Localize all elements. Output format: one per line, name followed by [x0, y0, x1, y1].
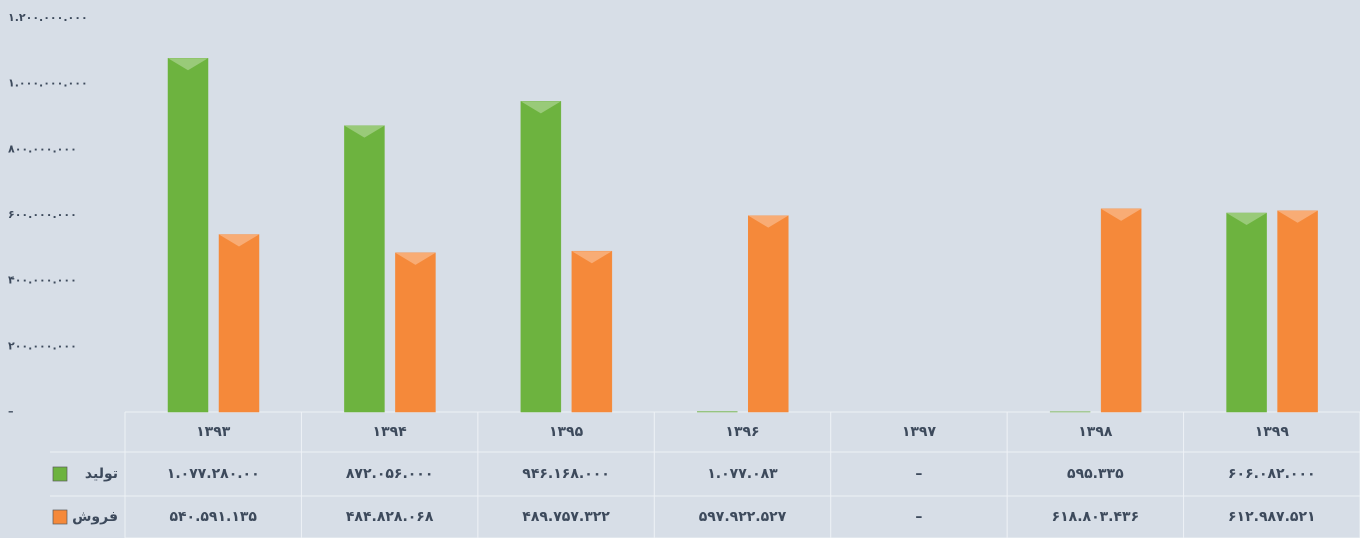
bar-cap [1277, 210, 1318, 223]
bar [344, 125, 385, 413]
x-tick-label: ۱۳۹۹ [1255, 424, 1290, 440]
y-tick-label: ۲۰۰.۰۰۰.۰۰۰ [8, 339, 77, 352]
table-value: ۹۴۶.۱۶۸.۰۰۰ [522, 466, 610, 482]
y-tick-label: – [8, 405, 14, 418]
x-tick-label: ۱۳۹۴ [373, 424, 408, 440]
bar [1100, 208, 1142, 413]
legend-label: فروش [72, 509, 118, 525]
bar [1277, 210, 1318, 413]
bar [167, 58, 209, 413]
x-tick-label: ۱۳۹۶ [725, 424, 759, 440]
table-value: ۱.۰۷۷.۲۸۰.۰۰ [167, 466, 260, 482]
bar-cap [395, 252, 436, 265]
y-tick-label: ۶۰۰.۰۰۰.۰۰۰ [8, 208, 77, 221]
y-tick-label: ۴۰۰.۰۰۰.۰۰۰ [8, 274, 77, 287]
bar [748, 215, 789, 413]
bar [571, 250, 613, 413]
table-value: – [915, 466, 922, 482]
bar [395, 252, 436, 413]
table-value: ۴۸۴.۸۲۸.۰۶۸ [346, 509, 434, 525]
table-value: ۵۹۵.۳۳۵ [1067, 466, 1124, 482]
bar [218, 234, 260, 413]
y-tick-label: ۱.۲۰۰.۰۰۰.۰۰۰ [8, 11, 88, 24]
table-value: ۵۹۷.۹۲۲.۵۲۷ [699, 509, 787, 525]
legend-label: تولید [85, 466, 118, 482]
bar-cap [1226, 213, 1267, 226]
table-value: ۶۰۶.۰۸۲.۰۰۰ [1228, 466, 1316, 482]
bar-cap [219, 234, 259, 247]
bar-cap [748, 215, 789, 228]
bar-cap [168, 58, 208, 71]
x-tick-label: ۱۳۹۵ [549, 424, 584, 440]
x-tick-label: ۱۳۹۳ [196, 424, 231, 440]
y-tick-label: ۱.۰۰۰.۰۰۰.۰۰۰ [8, 77, 88, 90]
table-value: ۸۷۲.۰۵۶.۰۰۰ [346, 466, 434, 482]
bar-cap [571, 251, 612, 264]
bar [1226, 212, 1267, 413]
legend-swatch [52, 509, 68, 525]
bar-cap [1101, 208, 1142, 221]
table-value: ۶۱۸.۸۰۳.۴۳۶ [1052, 509, 1140, 525]
x-tick-label: ۱۳۹۸ [1078, 424, 1113, 440]
bar-cap [520, 101, 561, 114]
table-value: – [915, 509, 922, 525]
bar [520, 101, 562, 413]
x-tick-label: ۱۳۹۷ [902, 424, 937, 440]
y-tick-label: ۸۰۰.۰۰۰.۰۰۰ [8, 142, 77, 155]
table-value: ۱.۰۷۷.۰۸۳ [707, 466, 778, 482]
table-value: ۶۱۲.۹۸۷.۵۲۱ [1228, 509, 1316, 525]
table-value: ۴۸۹.۷۵۷.۳۲۲ [522, 509, 610, 525]
table-value: ۵۴۰.۵۹۱.۱۳۵ [169, 509, 257, 525]
bar-cap [344, 125, 385, 138]
legend-swatch [52, 466, 68, 482]
